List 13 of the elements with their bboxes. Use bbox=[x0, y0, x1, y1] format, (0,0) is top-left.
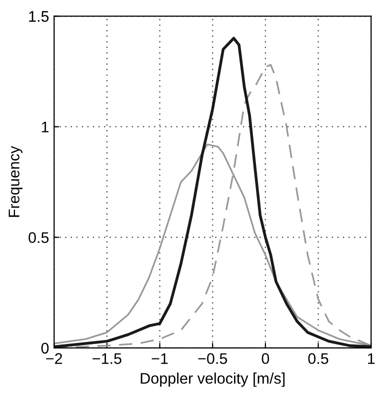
x-tick-label: 1 bbox=[368, 353, 375, 364]
x-tick-label: −2 bbox=[46, 353, 62, 364]
x-tick-label: −1 bbox=[152, 353, 168, 364]
y-axis-title: Frequency bbox=[8, 146, 22, 217]
x-tick-label: 0.5 bbox=[308, 353, 328, 364]
x-axis-title: Doppler velocity [m/s] bbox=[140, 372, 285, 387]
y-tick-label: 1.5 bbox=[29, 11, 49, 22]
x-tick-label: −0.5 bbox=[198, 353, 228, 364]
y-tick-label: 0 bbox=[41, 342, 49, 354]
y-tick-label: 1 bbox=[42, 122, 48, 132]
x-tick-label: −1.5 bbox=[92, 353, 122, 364]
y-tick-label: 0.5 bbox=[28, 232, 49, 244]
x-tick-label: 0 bbox=[262, 353, 270, 364]
